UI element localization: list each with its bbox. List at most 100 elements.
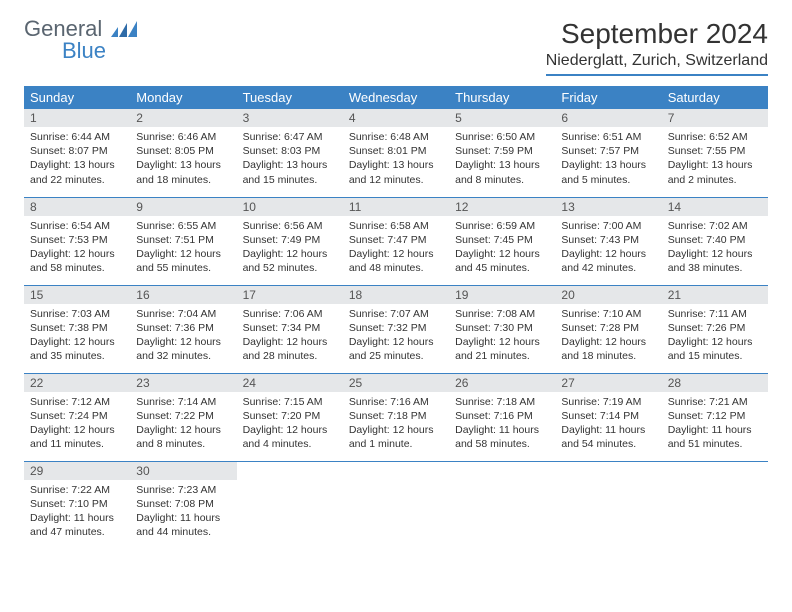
sunset-text: Sunset: 7:36 PM <box>136 321 230 335</box>
daylight-text: Daylight: 12 hours and 52 minutes. <box>243 247 337 275</box>
day-detail: Sunrise: 6:52 AMSunset: 7:55 PMDaylight:… <box>662 127 768 191</box>
day-number: 21 <box>662 286 768 304</box>
sunrise-text: Sunrise: 6:58 AM <box>349 219 443 233</box>
weekday-header: Monday <box>130 86 236 109</box>
daylight-text: Daylight: 12 hours and 25 minutes. <box>349 335 443 363</box>
day-detail: Sunrise: 7:16 AMSunset: 7:18 PMDaylight:… <box>343 392 449 456</box>
daylight-text: Daylight: 11 hours and 58 minutes. <box>455 423 549 451</box>
weekday-header-row: SundayMondayTuesdayWednesdayThursdayFrid… <box>24 86 768 109</box>
sunrise-text: Sunrise: 7:14 AM <box>136 395 230 409</box>
daylight-text: Daylight: 12 hours and 4 minutes. <box>243 423 337 451</box>
sunset-text: Sunset: 7:20 PM <box>243 409 337 423</box>
daylight-text: Daylight: 12 hours and 48 minutes. <box>349 247 443 275</box>
calendar-body: 1Sunrise: 6:44 AMSunset: 8:07 PMDaylight… <box>24 109 768 549</box>
sunrise-text: Sunrise: 7:16 AM <box>349 395 443 409</box>
sunset-text: Sunset: 7:38 PM <box>30 321 124 335</box>
calendar-day-cell: 7Sunrise: 6:52 AMSunset: 7:55 PMDaylight… <box>662 109 768 197</box>
day-number: 25 <box>343 374 449 392</box>
sunrise-text: Sunrise: 7:02 AM <box>668 219 762 233</box>
day-number: 10 <box>237 198 343 216</box>
day-detail: Sunrise: 7:00 AMSunset: 7:43 PMDaylight:… <box>555 216 661 280</box>
logo-chart-icon <box>111 21 137 42</box>
daylight-text: Daylight: 12 hours and 35 minutes. <box>30 335 124 363</box>
day-detail: Sunrise: 6:51 AMSunset: 7:57 PMDaylight:… <box>555 127 661 191</box>
day-number: 26 <box>449 374 555 392</box>
sunrise-text: Sunrise: 7:08 AM <box>455 307 549 321</box>
sunrise-text: Sunrise: 7:03 AM <box>30 307 124 321</box>
sunset-text: Sunset: 7:22 PM <box>136 409 230 423</box>
day-number: 27 <box>555 374 661 392</box>
daylight-text: Daylight: 12 hours and 18 minutes. <box>561 335 655 363</box>
day-detail: Sunrise: 6:59 AMSunset: 7:45 PMDaylight:… <box>449 216 555 280</box>
calendar-week-row: 29Sunrise: 7:22 AMSunset: 7:10 PMDayligh… <box>24 461 768 549</box>
daylight-text: Daylight: 12 hours and 55 minutes. <box>136 247 230 275</box>
calendar-day-cell: 20Sunrise: 7:10 AMSunset: 7:28 PMDayligh… <box>555 285 661 373</box>
weekday-header: Tuesday <box>237 86 343 109</box>
calendar-empty-cell <box>237 461 343 549</box>
day-detail: Sunrise: 7:11 AMSunset: 7:26 PMDaylight:… <box>662 304 768 368</box>
daylight-text: Daylight: 12 hours and 42 minutes. <box>561 247 655 275</box>
day-number: 1 <box>24 109 130 127</box>
day-number: 5 <box>449 109 555 127</box>
sunrise-text: Sunrise: 6:50 AM <box>455 130 549 144</box>
calendar-day-cell: 16Sunrise: 7:04 AMSunset: 7:36 PMDayligh… <box>130 285 236 373</box>
calendar-day-cell: 11Sunrise: 6:58 AMSunset: 7:47 PMDayligh… <box>343 197 449 285</box>
day-number: 6 <box>555 109 661 127</box>
daylight-text: Daylight: 11 hours and 51 minutes. <box>668 423 762 451</box>
day-number: 7 <box>662 109 768 127</box>
logo-text-block: General Blue <box>24 18 137 62</box>
sunset-text: Sunset: 7:18 PM <box>349 409 443 423</box>
daylight-text: Daylight: 12 hours and 15 minutes. <box>668 335 762 363</box>
daylight-text: Daylight: 12 hours and 1 minute. <box>349 423 443 451</box>
calendar-day-cell: 9Sunrise: 6:55 AMSunset: 7:51 PMDaylight… <box>130 197 236 285</box>
daylight-text: Daylight: 12 hours and 11 minutes. <box>30 423 124 451</box>
day-detail: Sunrise: 6:44 AMSunset: 8:07 PMDaylight:… <box>24 127 130 191</box>
day-number: 3 <box>237 109 343 127</box>
day-number: 9 <box>130 198 236 216</box>
sunrise-text: Sunrise: 7:07 AM <box>349 307 443 321</box>
calendar-day-cell: 19Sunrise: 7:08 AMSunset: 7:30 PMDayligh… <box>449 285 555 373</box>
sunrise-text: Sunrise: 6:48 AM <box>349 130 443 144</box>
day-detail: Sunrise: 6:47 AMSunset: 8:03 PMDaylight:… <box>237 127 343 191</box>
sunrise-text: Sunrise: 7:21 AM <box>668 395 762 409</box>
sunset-text: Sunset: 7:16 PM <box>455 409 549 423</box>
daylight-text: Daylight: 12 hours and 45 minutes. <box>455 247 549 275</box>
calendar-day-cell: 5Sunrise: 6:50 AMSunset: 7:59 PMDaylight… <box>449 109 555 197</box>
day-detail: Sunrise: 7:14 AMSunset: 7:22 PMDaylight:… <box>130 392 236 456</box>
sunrise-text: Sunrise: 7:10 AM <box>561 307 655 321</box>
calendar-day-cell: 6Sunrise: 6:51 AMSunset: 7:57 PMDaylight… <box>555 109 661 197</box>
weekday-header: Saturday <box>662 86 768 109</box>
month-title: September 2024 <box>546 18 768 50</box>
day-detail: Sunrise: 7:04 AMSunset: 7:36 PMDaylight:… <box>130 304 236 368</box>
day-number: 2 <box>130 109 236 127</box>
day-detail: Sunrise: 7:15 AMSunset: 7:20 PMDaylight:… <box>237 392 343 456</box>
sunrise-text: Sunrise: 6:44 AM <box>30 130 124 144</box>
day-number: 4 <box>343 109 449 127</box>
day-detail: Sunrise: 6:48 AMSunset: 8:01 PMDaylight:… <box>343 127 449 191</box>
day-number: 15 <box>24 286 130 304</box>
sunrise-text: Sunrise: 7:18 AM <box>455 395 549 409</box>
sunset-text: Sunset: 7:30 PM <box>455 321 549 335</box>
daylight-text: Daylight: 13 hours and 2 minutes. <box>668 158 762 186</box>
calendar-empty-cell <box>449 461 555 549</box>
daylight-text: Daylight: 13 hours and 18 minutes. <box>136 158 230 186</box>
daylight-text: Daylight: 11 hours and 54 minutes. <box>561 423 655 451</box>
day-detail: Sunrise: 7:03 AMSunset: 7:38 PMDaylight:… <box>24 304 130 368</box>
day-detail: Sunrise: 6:46 AMSunset: 8:05 PMDaylight:… <box>130 127 236 191</box>
sunset-text: Sunset: 7:57 PM <box>561 144 655 158</box>
day-detail: Sunrise: 7:02 AMSunset: 7:40 PMDaylight:… <box>662 216 768 280</box>
day-detail: Sunrise: 6:58 AMSunset: 7:47 PMDaylight:… <box>343 216 449 280</box>
day-detail: Sunrise: 7:18 AMSunset: 7:16 PMDaylight:… <box>449 392 555 456</box>
day-number: 8 <box>24 198 130 216</box>
day-detail: Sunrise: 6:54 AMSunset: 7:53 PMDaylight:… <box>24 216 130 280</box>
logo: General Blue <box>24 18 137 62</box>
sunset-text: Sunset: 7:49 PM <box>243 233 337 247</box>
calendar-day-cell: 15Sunrise: 7:03 AMSunset: 7:38 PMDayligh… <box>24 285 130 373</box>
sunset-text: Sunset: 8:05 PM <box>136 144 230 158</box>
calendar-day-cell: 1Sunrise: 6:44 AMSunset: 8:07 PMDaylight… <box>24 109 130 197</box>
location: Niederglatt, Zurich, Switzerland <box>546 52 768 76</box>
daylight-text: Daylight: 12 hours and 32 minutes. <box>136 335 230 363</box>
sunrise-text: Sunrise: 7:23 AM <box>136 483 230 497</box>
sunset-text: Sunset: 7:12 PM <box>668 409 762 423</box>
calendar-day-cell: 8Sunrise: 6:54 AMSunset: 7:53 PMDaylight… <box>24 197 130 285</box>
